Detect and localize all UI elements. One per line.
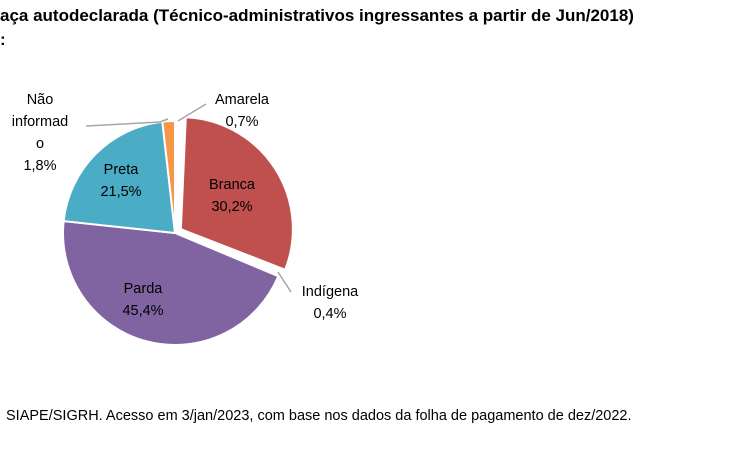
slice-label-nao-informado-line2: informad xyxy=(12,114,68,130)
slice-label-indigena-name: Indígena xyxy=(302,284,359,300)
slice-label-nao-informado-line1: Não xyxy=(27,92,54,108)
slice-label-branca-value: 30,2% xyxy=(211,199,252,215)
leader-lines xyxy=(85,103,292,293)
pie-slices xyxy=(62,116,294,346)
pie-slice-parda xyxy=(62,219,280,346)
pie-slice-preta xyxy=(62,120,177,235)
pie-slice-branca xyxy=(179,116,294,272)
slice-label-amarela-name: Amarela xyxy=(215,92,270,108)
slice-label-nao-informado-line3: o xyxy=(36,136,44,152)
leader-line-nao-informado xyxy=(85,118,169,127)
slice-label-preta-name: Preta xyxy=(104,162,140,178)
leader-line-indigena xyxy=(277,271,292,293)
chart-title-continuation: : xyxy=(0,30,6,49)
slice-label-branca-name: Branca xyxy=(209,177,256,193)
source-note: SIAPE/SIGRH. Acesso em 3/jan/2023, com b… xyxy=(6,408,632,424)
slice-label-nao-informado-value: 1,8% xyxy=(23,158,56,174)
slice-label-amarela-value: 0,7% xyxy=(225,114,258,130)
pie-chart: Amarela 0,7% Branca 30,2% Indígena 0,4% … xyxy=(12,92,359,346)
slice-label-indigena-value: 0,4% xyxy=(313,306,346,322)
leader-line-amarela xyxy=(177,103,207,122)
chart-title: aça autodeclarada (Técnico-administrativ… xyxy=(0,6,634,25)
slice-label-parda-name: Parda xyxy=(124,281,164,297)
slice-label-preta-value: 21,5% xyxy=(100,184,141,200)
slice-label-parda-value: 45,4% xyxy=(122,303,163,319)
